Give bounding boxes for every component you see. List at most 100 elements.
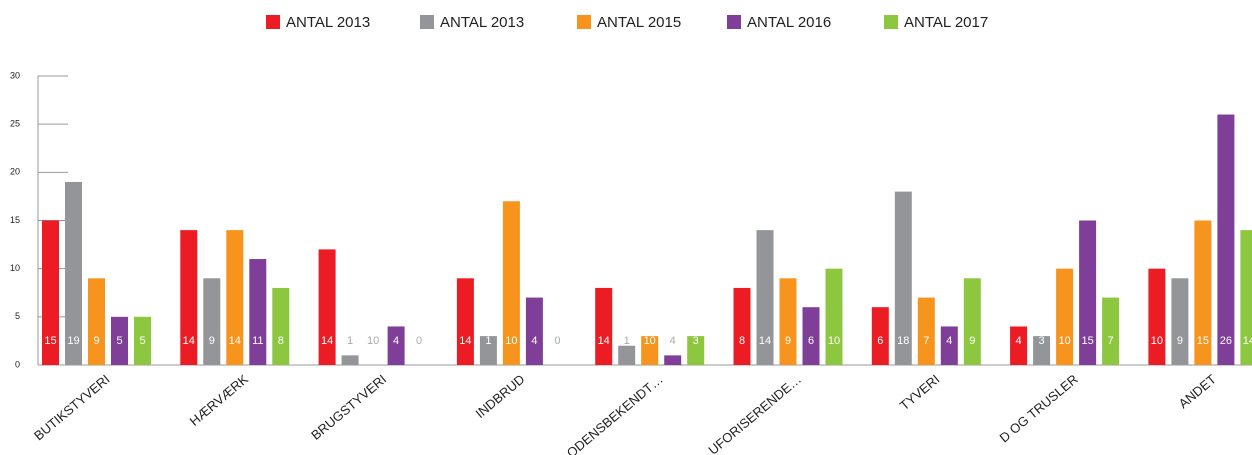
bar bbox=[180, 230, 198, 365]
bar bbox=[479, 336, 497, 365]
bar bbox=[226, 230, 244, 365]
x-tick-label: HÆRVÆRK bbox=[187, 371, 251, 429]
value-label: 6 bbox=[808, 335, 814, 347]
bar bbox=[894, 191, 912, 365]
value-label: 10 bbox=[505, 335, 517, 347]
bar bbox=[456, 278, 474, 365]
value-label: 9 bbox=[1177, 335, 1183, 347]
value-label: 9 bbox=[93, 335, 99, 347]
y-tick-label: 15 bbox=[10, 215, 20, 225]
bar bbox=[387, 326, 405, 365]
legend-swatch bbox=[884, 15, 898, 29]
value-label: 10 bbox=[367, 335, 379, 347]
value-label: 10 bbox=[1151, 335, 1163, 347]
value-label: 8 bbox=[739, 335, 745, 347]
y-tick-label: 30 bbox=[10, 70, 20, 80]
legend-swatch bbox=[727, 15, 741, 29]
value-label: 8 bbox=[278, 335, 284, 347]
value-label: 9 bbox=[785, 335, 791, 347]
bar bbox=[272, 287, 290, 365]
value-label: 15 bbox=[1197, 335, 1209, 347]
x-tick-label: ODENSBEKENDT… bbox=[564, 371, 666, 455]
bar bbox=[618, 345, 636, 365]
value-label: 4 bbox=[670, 335, 676, 347]
bar bbox=[134, 316, 151, 365]
bar bbox=[641, 336, 659, 365]
bar bbox=[687, 336, 705, 365]
value-label: 0 bbox=[416, 335, 422, 347]
bar bbox=[1148, 268, 1166, 365]
value-label: 4 bbox=[1016, 335, 1022, 347]
bar bbox=[1194, 220, 1212, 365]
value-label: 15 bbox=[44, 335, 56, 347]
value-label: 3 bbox=[1039, 335, 1045, 347]
bar bbox=[42, 220, 59, 365]
value-label: 14 bbox=[229, 335, 241, 347]
value-label: 14 bbox=[183, 335, 195, 347]
legend-label: ANTAL 2013 bbox=[440, 14, 524, 31]
bar bbox=[249, 259, 267, 365]
bar bbox=[1171, 278, 1189, 365]
value-label: 6 bbox=[877, 335, 883, 347]
bar bbox=[871, 307, 889, 365]
value-label: 1 bbox=[485, 335, 491, 347]
value-label: 14 bbox=[598, 335, 610, 347]
bar bbox=[502, 201, 520, 365]
legend-label: ANTAL 2017 bbox=[904, 14, 988, 31]
bar bbox=[1217, 114, 1235, 366]
bar bbox=[963, 278, 981, 365]
value-label: 19 bbox=[67, 335, 79, 347]
bar bbox=[595, 287, 613, 365]
bar bbox=[733, 287, 751, 365]
value-label: 4 bbox=[946, 335, 952, 347]
y-tick-label: 10 bbox=[10, 263, 20, 273]
legend-label: ANTAL 2016 bbox=[747, 14, 831, 31]
value-label: 10 bbox=[828, 335, 840, 347]
value-label: 4 bbox=[393, 335, 399, 347]
value-label: 1 bbox=[624, 335, 630, 347]
value-label: 0 bbox=[554, 335, 560, 347]
bar bbox=[825, 268, 843, 365]
bar bbox=[1079, 220, 1097, 365]
value-label: 5 bbox=[116, 335, 122, 347]
value-label: 18 bbox=[897, 335, 909, 347]
bar bbox=[525, 297, 543, 365]
bar bbox=[88, 278, 105, 365]
y-tick-label: 5 bbox=[15, 311, 20, 321]
bar bbox=[917, 297, 935, 365]
y-tick-label: 0 bbox=[15, 359, 20, 369]
value-label: 9 bbox=[969, 335, 975, 347]
value-label: 15 bbox=[1081, 335, 1093, 347]
value-label: 7 bbox=[923, 335, 929, 347]
x-tick-label: TYVERI bbox=[897, 371, 943, 413]
value-label: 4 bbox=[531, 335, 537, 347]
value-label: 26 bbox=[1220, 335, 1232, 347]
bar bbox=[940, 326, 958, 365]
bar bbox=[664, 355, 682, 365]
x-tick-label: BUTIKSTYVERI bbox=[31, 371, 113, 443]
x-tick-label: ANDET bbox=[1176, 371, 1219, 411]
legend-swatch bbox=[266, 15, 280, 29]
value-label: 11 bbox=[252, 335, 263, 347]
bar bbox=[341, 355, 359, 365]
value-label: 7 bbox=[1108, 335, 1114, 347]
value-label: 1 bbox=[347, 335, 353, 347]
bar bbox=[1102, 297, 1120, 365]
bar bbox=[779, 278, 797, 365]
value-label: 10 bbox=[644, 335, 656, 347]
x-tick-label: BRUGSTYVERI bbox=[308, 371, 389, 442]
x-tick-label: D OG TRUSLER bbox=[997, 371, 1081, 445]
bar bbox=[111, 316, 128, 365]
legend-swatch bbox=[420, 15, 434, 29]
bar bbox=[65, 181, 82, 365]
bar bbox=[1010, 326, 1028, 365]
x-tick-label: INDBRUD bbox=[473, 371, 528, 421]
bar bbox=[318, 249, 336, 365]
bar bbox=[203, 278, 221, 365]
value-label: 14 bbox=[759, 335, 771, 347]
value-label: 9 bbox=[209, 335, 215, 347]
legend-swatch bbox=[577, 15, 591, 29]
value-label: 10 bbox=[1058, 335, 1070, 347]
bar bbox=[1240, 230, 1252, 365]
